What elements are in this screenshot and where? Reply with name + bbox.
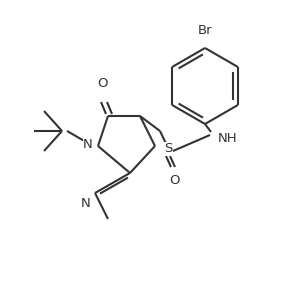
- Text: NH: NH: [218, 132, 238, 144]
- Text: O: O: [98, 77, 108, 90]
- Text: O: O: [170, 174, 180, 187]
- Text: Br: Br: [198, 24, 212, 37]
- Text: N: N: [81, 197, 91, 210]
- Text: N: N: [83, 138, 93, 150]
- Text: S: S: [164, 142, 173, 156]
